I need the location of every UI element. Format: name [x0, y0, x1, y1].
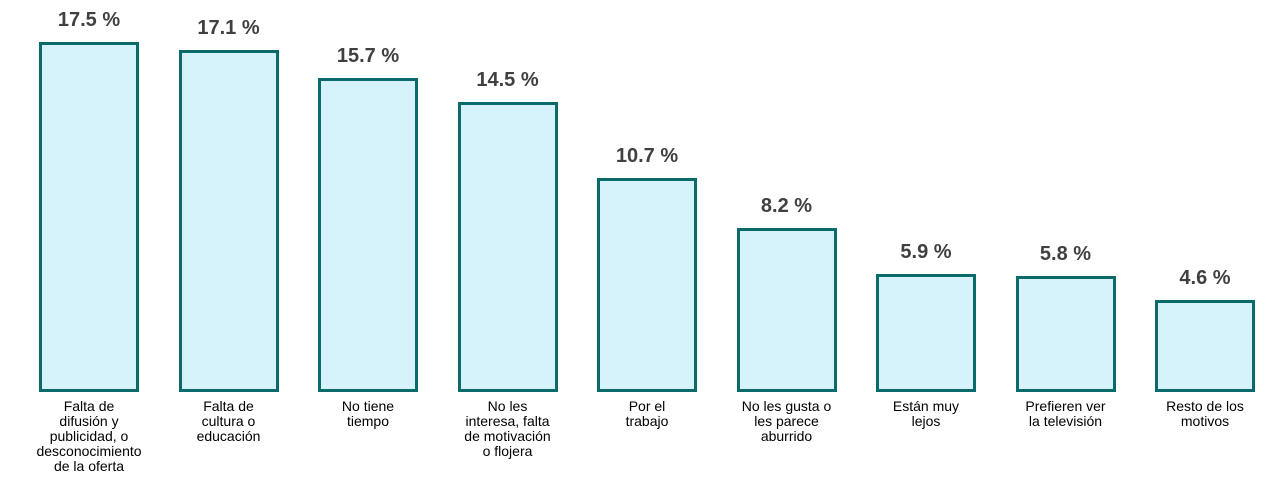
- category-label: No les gusta o les parece aburrido: [741, 398, 832, 444]
- category-label: Resto de los motivos: [1166, 398, 1244, 429]
- bar: [1015, 276, 1116, 392]
- bar: [39, 42, 139, 392]
- bar: [178, 50, 279, 392]
- value-label: 17.5 %: [57, 9, 121, 31]
- value-label: 10.7 %: [615, 145, 679, 167]
- bar: [457, 102, 558, 392]
- bar: [1155, 300, 1255, 392]
- category-label: Prefieren ver la televisión: [1025, 398, 1106, 429]
- category-label: No tiene tiempo: [341, 398, 395, 429]
- category-label: Falta de difusión y publicidad, o descon…: [36, 398, 142, 474]
- category-label: Están muy lejos: [892, 398, 960, 429]
- bar: [597, 178, 697, 392]
- value-label: 14.5 %: [476, 69, 539, 91]
- value-label: 5.8 %: [1039, 243, 1092, 265]
- category-label: Por el trabajo: [625, 398, 669, 429]
- value-label: 15.7 %: [336, 45, 400, 67]
- bar: [736, 228, 837, 392]
- value-label: 5.9 %: [900, 241, 952, 263]
- category-label: No les interesa, falta de motivación o f…: [464, 398, 551, 459]
- bar: [876, 274, 976, 392]
- category-label: Falta de cultura o educación: [196, 398, 261, 444]
- bar: [318, 78, 418, 392]
- value-label: 17.1 %: [197, 17, 260, 39]
- value-label: 8.2 %: [760, 195, 813, 217]
- value-label: 4.6 %: [1179, 267, 1231, 289]
